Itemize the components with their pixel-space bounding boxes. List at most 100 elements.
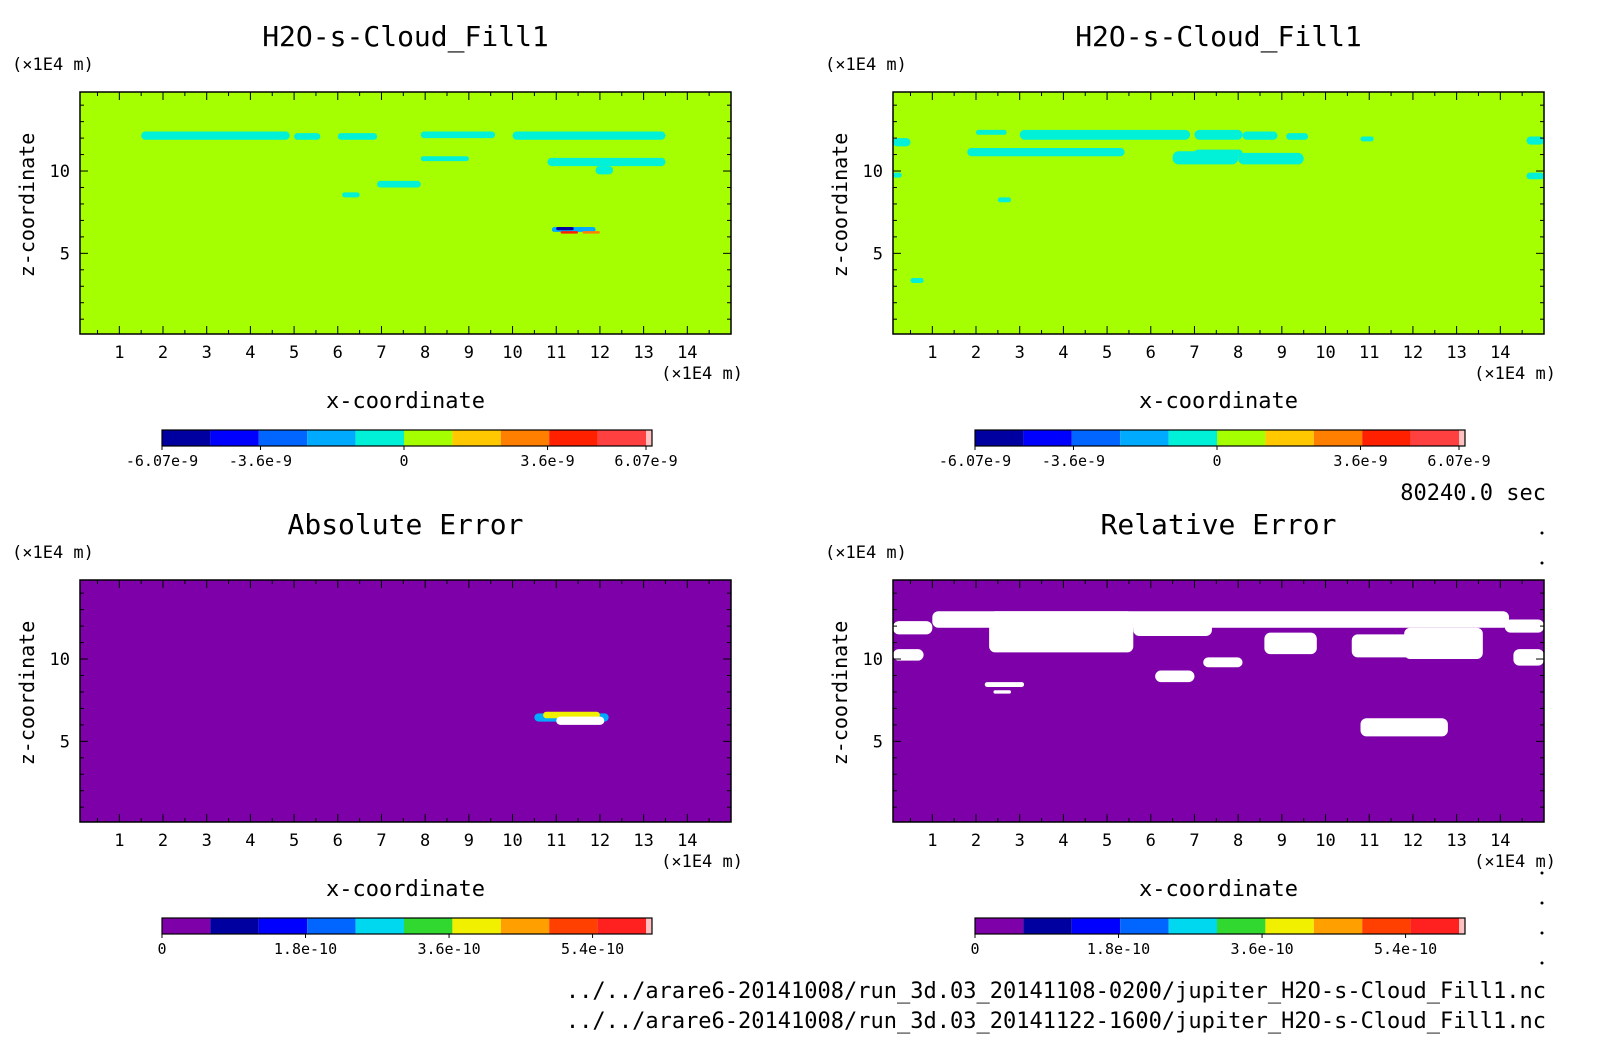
field-region — [993, 690, 1011, 694]
field-region — [1513, 649, 1544, 666]
x-tick-label: 7 — [1189, 831, 1199, 851]
x-axis-label: x-coordinate — [1139, 389, 1298, 414]
field-region — [1019, 129, 1191, 140]
x-tick-label: 11 — [546, 343, 566, 363]
panel-3: Absolute Error(×1E4 m)1 2 3 4 5 6 7 8 9 10 11 12 13 1… — [12, 508, 743, 958]
panel-1: H2O-s-Cloud_Fill1(×1E4 m)1 2 3 4 5 6 7 8 9 10 11 12… — [12, 20, 743, 470]
colorbar-swatch — [162, 918, 211, 934]
colorbar-swatch — [549, 430, 598, 446]
plot-frame — [892, 91, 1545, 335]
field-region — [595, 166, 614, 175]
field-region — [294, 133, 321, 140]
panel-title: Relative Error — [1100, 508, 1336, 541]
x-axis-label: x-coordinate — [326, 389, 485, 414]
x-tick-label: 6 — [333, 343, 343, 363]
colorbar-swatch — [1168, 430, 1217, 446]
y-unit-label: (×1E4 m) — [12, 55, 94, 75]
field-region — [582, 231, 600, 234]
panel-2: H2O-s-Cloud_Fill1(×1E4 m)1 2 3 4 5 6 7 8 9 10 11 12… — [825, 20, 1556, 470]
colorbar-tick-label: 5.4e-10 — [1374, 940, 1437, 958]
colorbar-tick-label: 0 — [1212, 452, 1221, 470]
colorbar-tick-label: 0 — [157, 940, 166, 958]
field-region — [989, 611, 1134, 653]
colorbar-swatch — [1313, 918, 1363, 934]
field-region — [1155, 670, 1195, 683]
panel-title: H2O-s-Cloud_Fill1 — [262, 20, 549, 54]
x-tick-label: 9 — [464, 831, 474, 851]
field-region — [1264, 632, 1317, 655]
colorbar-swatch — [975, 918, 1024, 934]
x-tick-label: 6 — [1146, 343, 1156, 363]
colorbar-swatch — [404, 430, 453, 446]
colorbar-tick-label: 6.07e-9 — [614, 452, 677, 470]
x-axis-label: x-coordinate — [1139, 877, 1298, 902]
plot-frame — [79, 91, 732, 335]
colorbar: -6.07e-9 -3.6e-9 0 3.6e-9 6.07e-9 — [939, 429, 1491, 470]
field-region — [1526, 136, 1544, 145]
field-region — [1203, 657, 1243, 668]
x-tick-label: 1 — [927, 343, 937, 363]
file-path-2: ../../arare6-20141008/run_3d.03_20141122… — [566, 1009, 1546, 1034]
decorative-dots — [1540, 531, 1544, 965]
x-tick-label: 3 — [202, 831, 212, 851]
x-tick-label: 3 — [1015, 343, 1025, 363]
plot-area — [80, 92, 731, 334]
colorbar-swatch — [1265, 918, 1314, 934]
colorbar-tick-label: -6.07e-9 — [126, 452, 198, 470]
colorbar-swatch — [307, 918, 356, 934]
x-tick-label: 14 — [1490, 831, 1510, 851]
colorbar-tick-label: 3.6e-9 — [520, 452, 574, 470]
y-axis-ticks — [893, 104, 1544, 320]
field-region — [893, 621, 933, 635]
colorbar-swatch — [1459, 430, 1465, 446]
x-tick-label: 10 — [502, 831, 522, 851]
colorbar-swatch — [355, 918, 404, 934]
colorbar-swatch — [1217, 430, 1266, 446]
x-tick-label: 5 — [1102, 831, 1112, 851]
y-unit-label: (×1E4 m) — [825, 55, 907, 75]
x-tick-label: 2 — [971, 831, 981, 851]
x-axis-ticks — [909, 580, 1523, 822]
x-tick-label: 1 — [114, 831, 124, 851]
colorbar-swatch — [452, 430, 501, 446]
field-region — [1286, 133, 1309, 140]
x-tick-label: 4 — [1058, 831, 1068, 851]
colorbar-swatch — [1459, 918, 1465, 934]
y-axis-ticks — [893, 592, 1544, 808]
x-tick-label: 7 — [376, 343, 386, 363]
colorbar-tick-label: -3.6e-9 — [1042, 452, 1105, 470]
y-unit-label: (×1E4 m) — [12, 543, 94, 563]
x-axis-label: x-coordinate — [326, 877, 485, 902]
y-tick-label: 5 — [60, 244, 70, 264]
x-tick-label: 14 — [677, 831, 697, 851]
field-region — [512, 131, 666, 140]
x-tick-label: 13 — [1446, 831, 1466, 851]
field-region — [1404, 627, 1483, 660]
colorbar-tick-label: 1.8e-10 — [1087, 940, 1150, 958]
x-tick-label: 10 — [502, 343, 522, 363]
colorbar-tick-label: 3.6e-10 — [417, 940, 480, 958]
colorbar-swatch — [1410, 918, 1459, 934]
x-tick-label: 2 — [158, 831, 168, 851]
panels: H2O-s-Cloud_Fill1(×1E4 m)1 2 3 4 5 6 7 8 9 10 11 12… — [12, 20, 1556, 958]
x-tick-label: 5 — [289, 343, 299, 363]
x-tick-label: 7 — [376, 831, 386, 851]
field-region — [910, 278, 924, 283]
x-axis-ticks — [96, 580, 710, 822]
x-unit-label: (×1E4 m) — [1474, 364, 1556, 384]
y-tick-label: 5 — [873, 732, 883, 752]
field-region — [556, 226, 574, 231]
x-tick-label: 11 — [1359, 831, 1379, 851]
field-region — [337, 133, 378, 140]
panel-title: Absolute Error — [287, 508, 523, 541]
x-tick-label: 14 — [677, 343, 697, 363]
time-label: 80240.0 sec — [1400, 481, 1546, 506]
y-unit-label: (×1E4 m) — [825, 543, 907, 563]
x-tick-label: 6 — [333, 831, 343, 851]
colorbar-tick-label: 0 — [970, 940, 979, 958]
field-background — [80, 92, 731, 334]
x-tick-label: 13 — [633, 343, 653, 363]
colorbar-swatch — [258, 918, 308, 934]
x-unit-label: (×1E4 m) — [661, 364, 743, 384]
x-tick-label: 3 — [202, 343, 212, 363]
